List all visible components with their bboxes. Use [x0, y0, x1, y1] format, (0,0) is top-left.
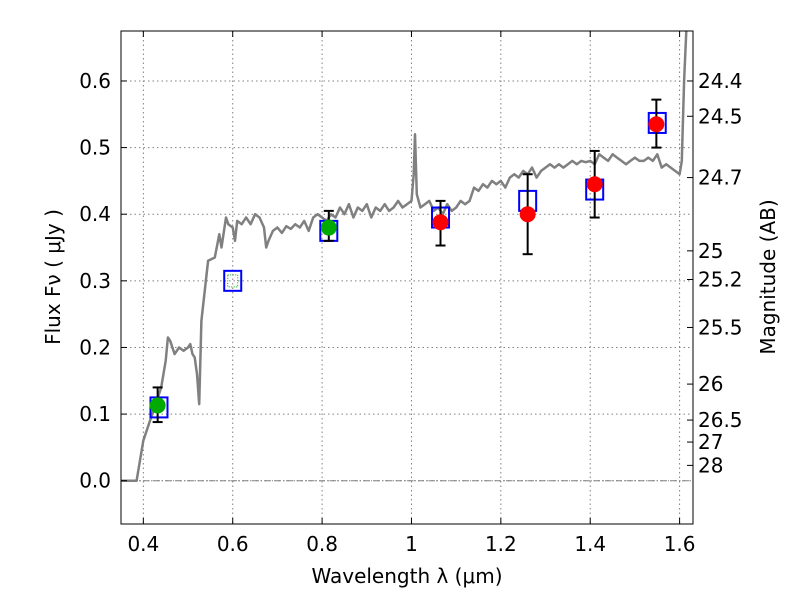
y2-tick-label: 26	[698, 372, 723, 396]
observed-point	[648, 116, 665, 133]
y-tick-label: 0.4	[79, 202, 111, 226]
y-axis-label: Flux Fν ( μJy )	[41, 209, 65, 345]
y2-axis-label: Magnitude (AB)	[756, 199, 780, 354]
observed-point	[519, 206, 536, 223]
y2-tick-label: 24.5	[698, 104, 743, 128]
x-tick-label: 1.2	[485, 532, 517, 556]
observed-point	[432, 214, 449, 231]
x-tick-label: 1.6	[664, 532, 696, 556]
axis-ticks: 0.4 0.6 0.8 1 1.2 1.4 1.6 0.0 0.1 0.2 0.3 0.4 0.5 0.6…	[79, 31, 743, 556]
y2-tick-label: 26.5	[698, 408, 743, 432]
y-tick-label: 0.2	[79, 335, 111, 359]
x-tick-label: 0.6	[217, 532, 249, 556]
plot-area	[121, 30, 688, 482]
y-tick-label: 0.5	[79, 136, 111, 160]
y-tick-label: 0.0	[79, 469, 111, 493]
x-axis-label: Wavelength λ (μm)	[311, 564, 502, 588]
x-tick-label: 1.4	[574, 532, 606, 556]
y-tick-label: 0.6	[79, 69, 111, 93]
upper-limit-marker	[227, 274, 239, 288]
grid	[121, 31, 693, 524]
y2-tick-label: 25.2	[698, 267, 743, 291]
plot-frame	[120, 30, 694, 525]
y2-tick-label: 28	[698, 453, 723, 477]
observed-point	[149, 397, 166, 414]
y2-tick-label: 27	[698, 430, 723, 454]
x-tick-label: 0.8	[306, 532, 338, 556]
observed-point	[320, 219, 337, 236]
y2-tick-label: 24.7	[698, 166, 743, 190]
model-point-square	[223, 269, 243, 292]
y2-tick-label: 24.4	[698, 69, 743, 93]
y2-tick-label: 25.5	[698, 315, 743, 339]
y-tick-label: 0.3	[79, 269, 111, 293]
y-tick-label: 0.1	[79, 402, 111, 426]
observed-point	[586, 176, 603, 193]
y2-tick-label: 25	[698, 239, 723, 263]
x-tick-label: 1	[405, 532, 418, 556]
x-tick-label: 0.4	[127, 532, 159, 556]
